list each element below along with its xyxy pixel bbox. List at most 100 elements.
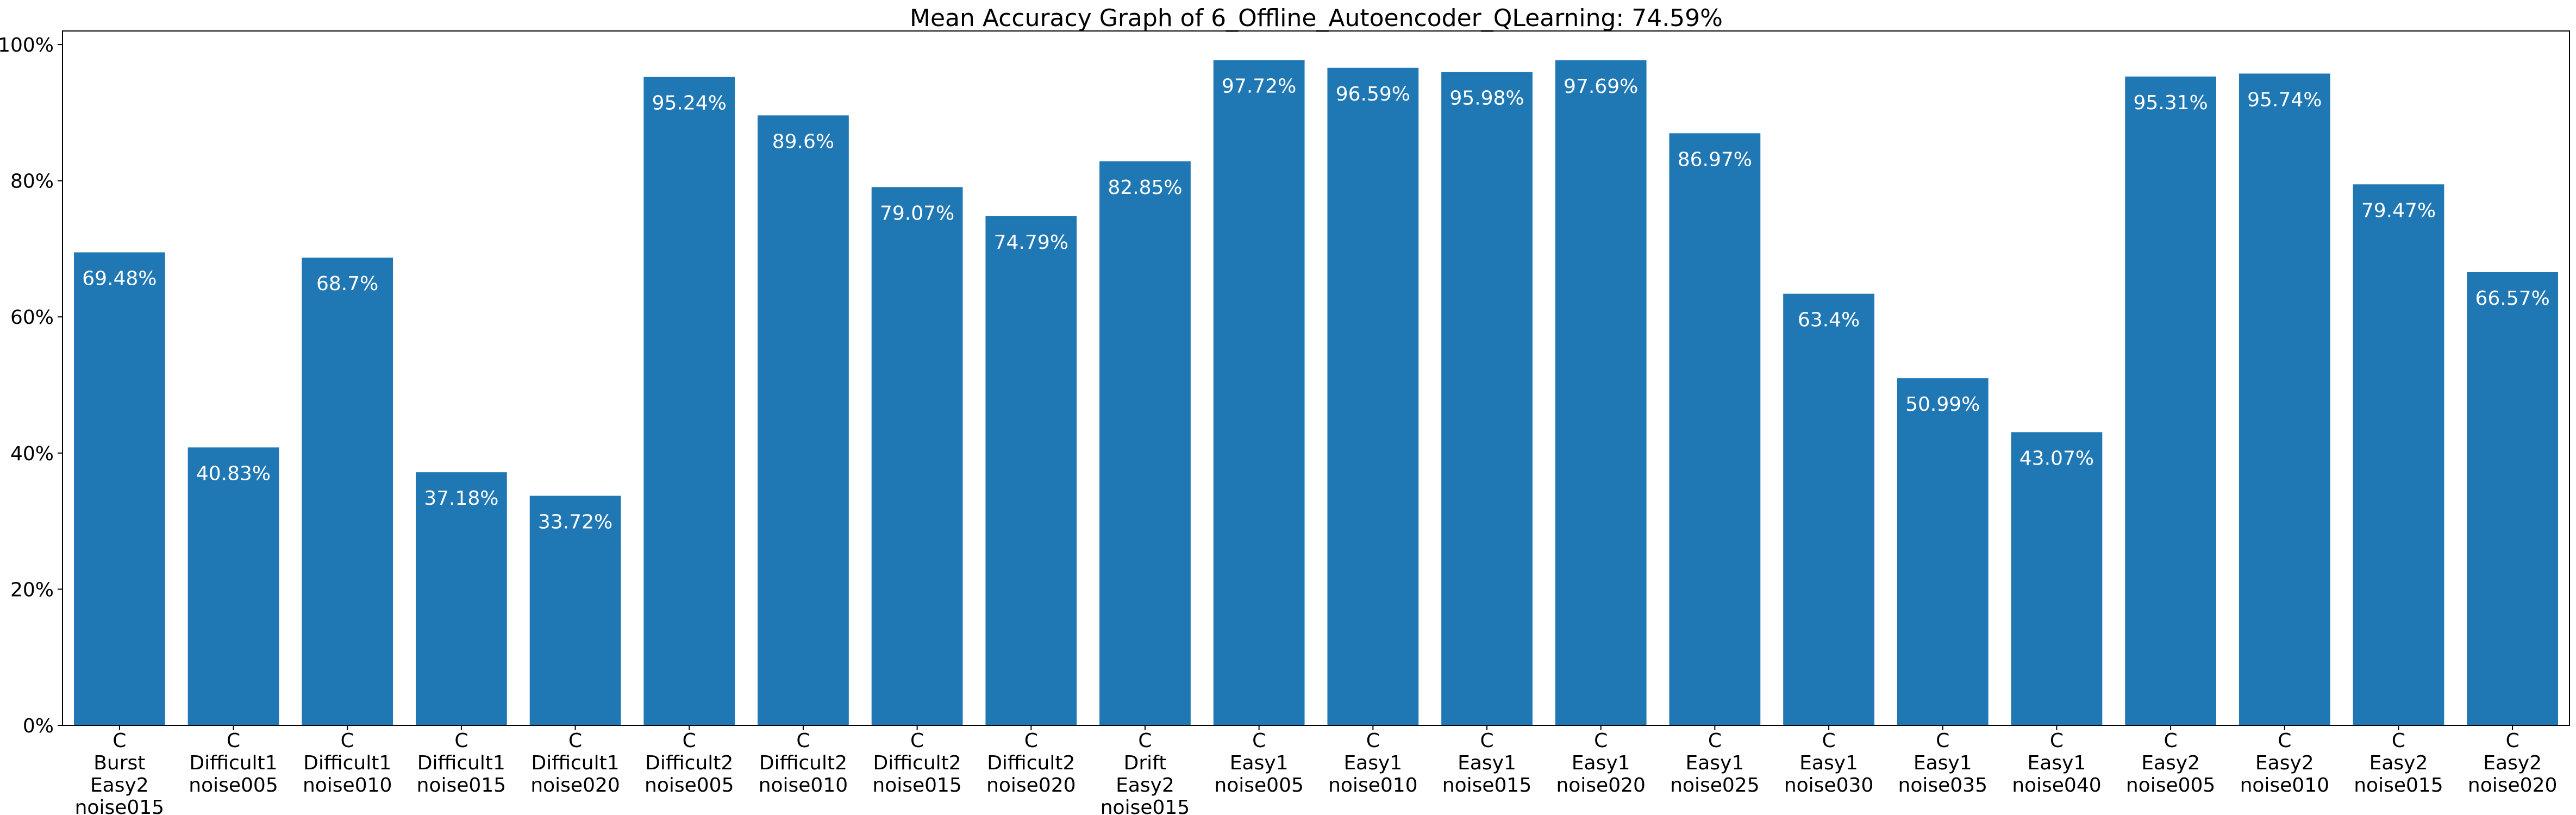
x-tick-label: C Easy2 noise015 xyxy=(2354,730,2443,797)
x-tick-label-line: C xyxy=(1366,730,1380,752)
x-tick-label-line: Easy1 xyxy=(1914,752,1972,774)
bar-value-label: 95.31% xyxy=(2133,92,2208,114)
x-tick-label: C Easy1 noise020 xyxy=(1556,730,1645,797)
bar xyxy=(2353,184,2444,725)
x-tick-label-line: Difficult2 xyxy=(873,752,961,774)
x-tick-label: C Easy1 noise035 xyxy=(1898,730,1987,797)
bar xyxy=(1669,133,1761,725)
x-tick-label: C Easy1 noise025 xyxy=(1670,730,1759,797)
bar-value-label: 95.98% xyxy=(1449,87,1524,109)
x-tick-label-line: C xyxy=(910,730,924,752)
bar-value-label: 97.72% xyxy=(1222,76,1296,98)
x-tick-label: C Burst Easy2 noise015 xyxy=(75,730,164,815)
x-tick-label-line: noise030 xyxy=(1784,774,1873,797)
y-tick-label: 80% xyxy=(10,171,54,193)
x-tick-label: C Easy2 noise020 xyxy=(2468,730,2557,797)
x-tick-label-line: Difficult1 xyxy=(417,752,505,774)
bar xyxy=(2125,76,2216,725)
x-tick-label-line: C xyxy=(683,730,696,752)
x-tick-label-line: noise020 xyxy=(530,774,620,797)
bar-value-label: 50.99% xyxy=(1905,393,1980,416)
bar xyxy=(1327,67,1419,725)
x-tick-label: C Easy1 noise015 xyxy=(1442,730,1531,797)
bar-value-label: 95.24% xyxy=(652,92,727,115)
bar-value-label: 79.07% xyxy=(880,202,954,224)
x-tick-label-line: Easy2 xyxy=(2255,752,2314,774)
bar xyxy=(871,187,963,725)
x-tick-label-line: noise005 xyxy=(1214,774,1303,797)
bar-value-label: 97.69% xyxy=(1564,76,1638,98)
bar xyxy=(73,252,165,726)
bar-value-label: 37.18% xyxy=(424,487,498,510)
x-tick-label-line: C xyxy=(2392,730,2405,752)
x-tick-label-line: noise020 xyxy=(986,774,1076,797)
x-tick-label-line: Easy2 xyxy=(2141,752,2200,774)
plot-frame xyxy=(62,30,2570,726)
bar xyxy=(302,258,393,726)
bar xyxy=(1555,60,1647,725)
x-tick-label-line: C xyxy=(1138,730,1152,752)
bar xyxy=(985,216,1077,725)
x-tick-label-line: Drift xyxy=(1124,752,1167,774)
x-tick-label: C Easy2 noise010 xyxy=(2240,730,2329,797)
x-tick-label-line: C xyxy=(1480,730,1493,752)
bar xyxy=(758,115,849,726)
bar-value-label: 33.72% xyxy=(538,511,612,534)
y-tick-label: 40% xyxy=(10,443,54,465)
bar xyxy=(1783,293,1874,725)
chart-title: Mean Accuracy Graph of 6_Offline_Autoenc… xyxy=(910,4,1723,32)
x-tick-label: C Drift Easy2 noise015 xyxy=(1101,730,1190,815)
x-tick-label-line: Easy2 xyxy=(90,774,149,797)
x-tick-label: C Easy1 noise040 xyxy=(2012,730,2101,797)
x-tick-label-line: C xyxy=(227,730,240,752)
bar-value-label: 89.6% xyxy=(772,130,834,153)
y-tick-label: 100% xyxy=(0,34,54,57)
x-tick-label-line: Difficult1 xyxy=(531,752,619,774)
bar xyxy=(529,496,621,725)
bar xyxy=(2011,432,2103,725)
x-tick-label-line: noise005 xyxy=(2126,774,2215,797)
bar xyxy=(1897,378,1989,725)
x-tick-label-line: noise035 xyxy=(1898,774,1987,797)
x-tick-label-line: Easy2 xyxy=(1116,774,1174,797)
bar xyxy=(187,447,279,725)
x-tick-label-line: C xyxy=(2506,730,2519,752)
bar-value-label: 74.79% xyxy=(994,231,1068,254)
bar xyxy=(643,77,735,726)
x-tick-label: C Difficult1 noise020 xyxy=(530,730,620,797)
x-tick-label-line: Easy1 xyxy=(1799,752,1858,774)
x-tick-label-line: C xyxy=(1252,730,1266,752)
x-tick-label-line: Easy1 xyxy=(1343,752,1402,774)
x-tick-label-line: C xyxy=(2278,730,2291,752)
x-tick-label-line: Easy1 xyxy=(1572,752,1630,774)
x-tick-label-line: noise010 xyxy=(2240,774,2329,797)
x-tick-label: C Difficult2 noise010 xyxy=(759,730,848,797)
bar-value-label: 79.47% xyxy=(2361,199,2436,222)
x-tick-label-line: C xyxy=(1024,730,1038,752)
bar-value-label: 96.59% xyxy=(1336,83,1410,105)
bar-value-label: 68.7% xyxy=(316,273,378,295)
x-tick-label: C Difficult1 noise005 xyxy=(189,730,278,797)
x-tick-label-line: noise010 xyxy=(1328,774,1417,797)
x-tick-label-line: C xyxy=(796,730,810,752)
x-tick-label-line: Difficult2 xyxy=(759,752,847,774)
bar-value-label: 66.57% xyxy=(2475,287,2550,310)
x-tick-label-line: Easy1 xyxy=(1230,752,1289,774)
x-tick-label-line: noise020 xyxy=(2468,774,2557,797)
bar-value-label: 82.85% xyxy=(1108,177,1182,199)
x-tick-label-line: C xyxy=(1708,730,1722,752)
y-tick-label: 20% xyxy=(10,579,54,601)
x-tick-label-line: noise015 xyxy=(1442,774,1531,797)
bar xyxy=(1213,60,1305,725)
x-tick-label: C Easy2 noise005 xyxy=(2126,730,2215,797)
x-tick-label-line: noise015 xyxy=(75,797,164,815)
x-tick-label-line: Easy1 xyxy=(2028,752,2086,774)
x-tick-label: C Difficult1 noise015 xyxy=(417,730,506,797)
bar-value-label: 40.83% xyxy=(196,462,271,485)
x-tick-label-line: Difficult2 xyxy=(645,752,733,774)
x-tick-label-line: noise015 xyxy=(1101,797,1190,815)
x-tick-label-line: Burst xyxy=(93,752,145,774)
x-tick-label-line: noise015 xyxy=(2354,774,2443,797)
